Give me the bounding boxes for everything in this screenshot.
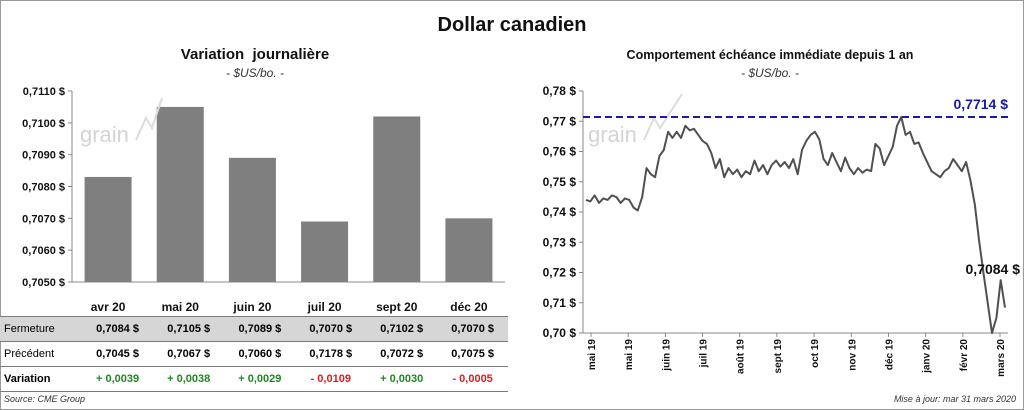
- y-tick-label: 0,78 $: [543, 84, 577, 98]
- bar: [228, 157, 276, 282]
- bar-chart: 0,7050 $ 0,7060 $ 0,7070 $ 0,7080 $ 0,7090 $…: [22, 86, 505, 314]
- x-tick-label: sept 19: [773, 339, 784, 374]
- x-tick-label: janv 20: [922, 339, 933, 374]
- x-tick-label: mars 20: [996, 339, 1007, 377]
- bar: [445, 218, 493, 282]
- watermark-logo: [135, 97, 163, 141]
- line-chart-subtitle: - $US/bo. -: [740, 66, 800, 80]
- bar: [156, 106, 204, 283]
- y-tick-label: 0,7060 $: [22, 245, 65, 257]
- source-note: Source: CME Group: [4, 394, 86, 404]
- table-cell: 0,7070 $: [295, 316, 367, 342]
- main-title: Dollar canadien: [437, 14, 587, 36]
- line-chart-title: Comportement échéance immédiate depuis 1…: [626, 48, 914, 62]
- watermark-text: grain: [588, 122, 637, 147]
- row-label: Variation: [0, 366, 82, 392]
- bar: [301, 221, 349, 282]
- update-note: Mise à jour: mar 31 mars 2020: [893, 394, 1016, 404]
- y-tick-label: 0,70 $: [543, 326, 577, 340]
- watermark-logo: [643, 93, 683, 141]
- x-tick-label: avr 20: [91, 300, 126, 314]
- table-cell: 0,7067 $: [167, 348, 211, 360]
- x-tick-label: juin 20: [232, 300, 271, 314]
- row-label: Précédent: [4, 348, 55, 360]
- table-cell: + 0,0029: [224, 366, 296, 392]
- table-cell: 0,7089 $: [224, 316, 296, 342]
- table-cell: 0,7045 $: [96, 348, 139, 360]
- watermark-text: grain: [80, 122, 129, 147]
- y-tick-label: 0,72 $: [543, 266, 577, 280]
- y-tick-label: 0,73 $: [543, 235, 577, 249]
- table-row: Variation + 0,0039 + 0,0038 + 0,0029 - 0…: [0, 366, 508, 392]
- y-tick-label: 0,75 $: [543, 175, 577, 189]
- y-tick-label: 0,7090 $: [22, 150, 65, 162]
- x-tick-label: sept 20: [376, 300, 418, 314]
- y-tick-label: 0,7080 $: [22, 182, 65, 194]
- line-chart: 0,70 $ 0,71 $ 0,72 $ 0,73 $ 0,74 $ 0,75 $ 0,76…: [543, 84, 1021, 377]
- x-tick-label: juil 19: [699, 339, 710, 369]
- table-cell: - 0,0005: [437, 366, 508, 392]
- table-cell: + 0,0039: [82, 366, 154, 392]
- price-line: [585, 116, 1006, 334]
- y-tick-label: 0,7070 $: [22, 213, 65, 225]
- y-tick-label: 0,74 $: [543, 205, 577, 219]
- x-tick-label: mai 20: [162, 300, 200, 314]
- table-cell: 0,7178 $: [309, 348, 353, 360]
- table-cell: + 0,0038: [153, 366, 225, 392]
- max-value-label: 0,7714 $: [954, 96, 1009, 112]
- x-tick-label: déc 19: [884, 339, 895, 371]
- stats-table: Fermeture 0,7084 $ 0,7105 $ 0,7089 $ 0,7…: [0, 316, 508, 392]
- table-cell: + 0,0030: [366, 366, 438, 392]
- table-cell: 0,7105 $: [153, 316, 225, 342]
- table-cell: 0,7070 $: [437, 316, 508, 342]
- y-tick-label: 0,7100 $: [22, 118, 65, 130]
- table-cell: 0,7060 $: [238, 348, 282, 360]
- y-tick-label: 0,7110 $: [23, 86, 65, 98]
- table-cell: 0,7075 $: [451, 348, 495, 360]
- bar: [373, 116, 421, 282]
- table-cell: 0,7102 $: [366, 316, 438, 342]
- y-tick-label: 0,7050 $: [22, 277, 65, 289]
- bar: [84, 176, 132, 282]
- y-tick-label: 0,71 $: [543, 296, 577, 310]
- x-tick-label: mai 19: [624, 339, 635, 371]
- x-tick-label: févr 20: [959, 339, 970, 372]
- x-tick-label: juin 19: [661, 339, 672, 372]
- y-tick-label: 0,76 $: [543, 145, 577, 159]
- y-tick-label: 0,77 $: [543, 114, 577, 128]
- row-label: Fermeture: [0, 316, 82, 342]
- x-tick-label: mai 19: [587, 339, 598, 371]
- table-row: Précédent 0,7045 $ 0,7067 $ 0,7060 $ 0,7…: [0, 342, 508, 367]
- table-cell: 0,7072 $: [380, 348, 424, 360]
- table-cell: - 0,0109: [295, 366, 367, 392]
- bar-chart-title: Variation journalière: [180, 46, 330, 63]
- x-tick-label: oct 19: [810, 339, 821, 368]
- table-cell: 0,7084 $: [82, 316, 154, 342]
- x-tick-label: juil 20: [307, 300, 342, 314]
- x-tick-label: déc 20: [450, 300, 488, 314]
- x-tick-label: nov 19: [847, 339, 858, 371]
- table-row: Fermeture 0,7084 $ 0,7105 $ 0,7089 $ 0,7…: [0, 316, 508, 342]
- x-tick-label: août 19: [736, 339, 747, 374]
- last-value-label: 0,7084 $: [966, 261, 1021, 277]
- bar-chart-subtitle: - $US/bo. -: [225, 66, 285, 80]
